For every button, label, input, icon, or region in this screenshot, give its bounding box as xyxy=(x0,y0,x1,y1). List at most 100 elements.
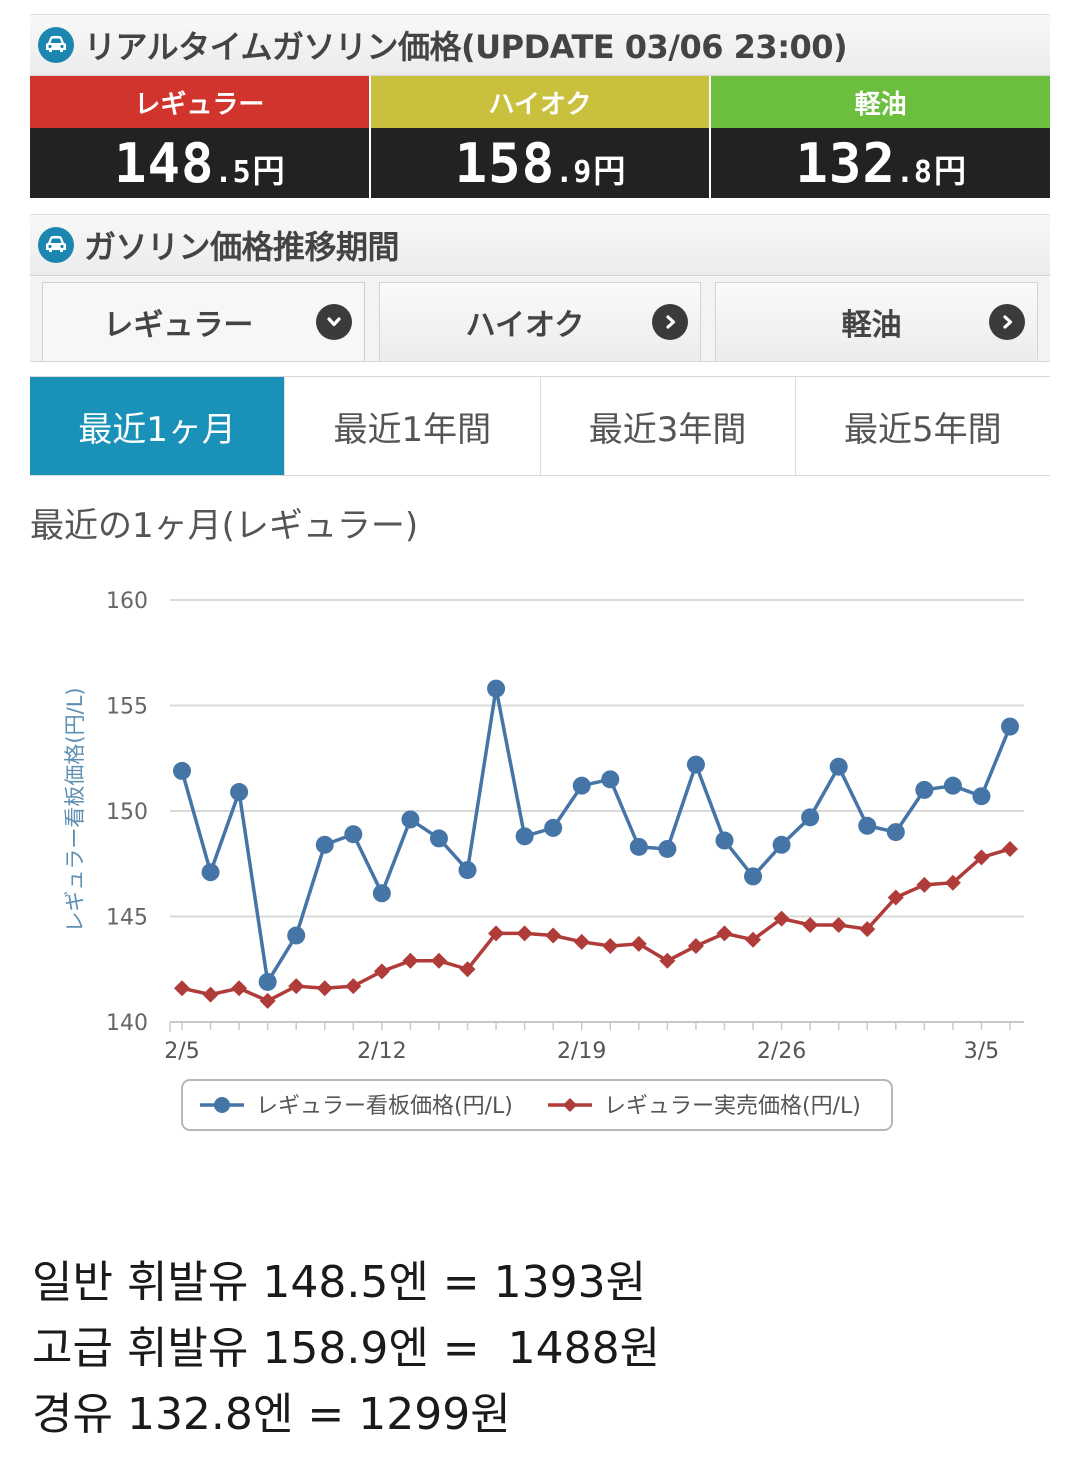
price-label: ハイオク xyxy=(370,76,710,128)
data-point xyxy=(202,986,219,1003)
data-point xyxy=(715,831,734,850)
data-point xyxy=(859,921,876,938)
chevron-down-icon[interactable] xyxy=(315,304,352,340)
data-point xyxy=(231,980,248,997)
price-integer: 132 xyxy=(795,132,896,195)
data-point xyxy=(916,876,933,893)
tab-regular[interactable]: レギュラー xyxy=(42,282,365,361)
data-point xyxy=(487,679,506,698)
data-point xyxy=(401,810,420,829)
data-point xyxy=(943,776,962,795)
x-tick-label: 2/19 xyxy=(557,1039,606,1064)
price-col-regular: レギュラー 148.5 円 xyxy=(30,76,371,198)
data-point xyxy=(858,816,877,835)
realtime-title: リアルタイムガソリン価格(UPDATE 03/06 23:00) xyxy=(84,28,848,66)
tab-1year[interactable]: 最近1年間 xyxy=(285,377,541,475)
tab-label: ハイオク xyxy=(465,308,585,343)
data-point xyxy=(515,827,534,846)
y-tick-label: 145 xyxy=(106,906,148,931)
data-point xyxy=(944,874,961,891)
tab-highoctane[interactable]: ハイオク xyxy=(378,282,702,361)
price-value: 148.5 円 xyxy=(30,128,369,198)
gasoline-widget: リアルタイムガソリン価格(UPDATE 03/06 23:00) レギュラー 1… xyxy=(30,14,1051,548)
legend-label-2: レギュラー実売価格(円/L) xyxy=(604,1094,861,1119)
data-point xyxy=(345,978,362,995)
price-col-diesel: 軽油 132.8 円 xyxy=(711,76,1051,198)
data-point xyxy=(658,839,677,858)
data-point xyxy=(972,787,991,806)
data-point xyxy=(687,938,704,955)
y-axis-label: レギュラー看板価格(円/L) xyxy=(63,687,87,932)
tab-3years[interactable]: 最近3年間 xyxy=(540,377,796,475)
trend-header: ガソリン価格推移期間 xyxy=(30,214,1050,276)
data-point xyxy=(402,952,419,969)
data-point xyxy=(430,952,447,969)
price-unit: 円 xyxy=(593,152,626,190)
chart-title: 最近の1ヶ月(レギュラー) xyxy=(30,506,419,546)
y-tick-label: 140 xyxy=(106,1011,148,1036)
data-point xyxy=(830,916,847,933)
data-point xyxy=(887,889,904,906)
chevron-right-icon[interactable] xyxy=(652,304,689,340)
conversion-notes: 일반 휘발유 148.5엔 = 1393원 고급 휘발유 158.9엔 = 14… xyxy=(32,1250,1032,1448)
data-point xyxy=(230,783,249,802)
chevron-right-icon[interactable] xyxy=(989,304,1026,340)
legend-marker-1 xyxy=(214,1097,230,1113)
price-col-highoctane: ハイオク 158.9 円 xyxy=(370,76,712,198)
series-line-1 xyxy=(180,686,1012,984)
trend-title: ガソリン価格推移期間 xyxy=(84,228,400,266)
data-point xyxy=(630,935,647,952)
car-icon xyxy=(38,227,74,263)
data-point xyxy=(259,992,276,1009)
data-point xyxy=(801,808,820,827)
data-point xyxy=(572,776,591,795)
legend-label-1: レギュラー看板価格(円/L) xyxy=(256,1094,513,1119)
period-tabs: 最近1ヶ月 最近1年間 最近3年間 最近5年間 xyxy=(30,376,1050,476)
data-point xyxy=(545,927,562,944)
price-table: レギュラー 148.5 円 ハイオク 158.9 円 軽油 132.8 円 xyxy=(30,76,1051,198)
data-point xyxy=(1001,717,1019,736)
data-point xyxy=(973,849,990,866)
price-integer: 148 xyxy=(113,132,215,195)
x-tick-label: 2/26 xyxy=(757,1039,806,1064)
tab-label: 軽油 xyxy=(841,308,902,343)
data-point xyxy=(173,761,191,780)
tab-5years[interactable]: 最近5年間 xyxy=(795,377,1050,475)
price-label: 軽油 xyxy=(711,76,1051,128)
legend-marker-2 xyxy=(563,1098,577,1112)
tab-diesel[interactable]: 軽油 xyxy=(715,282,1039,361)
data-point xyxy=(174,980,190,997)
data-point xyxy=(745,931,762,948)
data-point xyxy=(686,755,705,774)
y-tick-label: 150 xyxy=(106,800,148,825)
data-point xyxy=(459,961,476,978)
data-point xyxy=(601,770,620,789)
price-label: レギュラー xyxy=(30,76,369,128)
realtime-header: リアルタイムガソリン価格(UPDATE 03/06 23:00) xyxy=(30,14,1050,76)
data-point xyxy=(201,863,220,882)
data-point xyxy=(373,963,390,980)
price-decimal: .9 xyxy=(555,155,592,190)
legend-box xyxy=(181,1079,893,1131)
data-point xyxy=(372,884,391,903)
data-point xyxy=(316,980,333,997)
note-highoctane: 고급 휘발유 158.9엔 = 1488원 xyxy=(32,1323,661,1374)
data-point xyxy=(802,916,819,933)
note-diesel: 경유 132.8엔 = 1299원 xyxy=(32,1389,511,1440)
data-point xyxy=(315,835,334,854)
data-point xyxy=(629,837,648,856)
car-icon xyxy=(38,27,74,63)
data-point xyxy=(344,825,363,844)
price-integer: 158 xyxy=(454,132,556,195)
data-point xyxy=(288,978,305,995)
y-tick-label: 155 xyxy=(106,695,148,720)
data-point xyxy=(458,861,477,880)
price-unit: 円 xyxy=(934,152,967,190)
data-point xyxy=(573,933,590,950)
y-tick-label: 160 xyxy=(106,589,148,614)
fuel-tabs: レギュラー ハイオク 軽油 xyxy=(30,276,1050,362)
tab-1month[interactable]: 最近1ヶ月 xyxy=(30,377,286,475)
data-point xyxy=(516,925,533,942)
x-tick-label: 2/5 xyxy=(164,1039,199,1064)
data-point xyxy=(258,972,277,991)
